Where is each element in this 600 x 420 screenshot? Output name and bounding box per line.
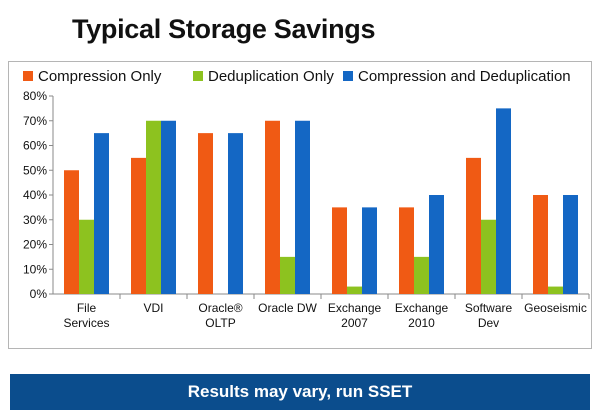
legend-swatch xyxy=(23,71,33,81)
y-tick-label: 30% xyxy=(23,213,47,227)
y-tick-label: 50% xyxy=(23,163,47,177)
results-banner: Results may vary, run SSET xyxy=(10,374,590,410)
bar xyxy=(414,256,429,294)
x-tick-label: Oracle DW xyxy=(258,301,317,315)
bar xyxy=(131,157,146,294)
chart-frame: Compression Only Deduplication Only Compre… xyxy=(8,61,592,349)
bar xyxy=(64,170,79,294)
y-tick-label: 60% xyxy=(23,139,47,153)
bar xyxy=(332,207,347,294)
bar xyxy=(265,120,280,294)
bar xyxy=(94,133,109,294)
y-tick-label: 0% xyxy=(30,287,48,301)
y-tick-label: 20% xyxy=(23,238,47,252)
bar xyxy=(481,219,496,294)
x-tick-label: File xyxy=(77,301,97,315)
bar xyxy=(280,256,295,294)
banner-text: Results may vary, run SSET xyxy=(187,382,413,401)
bar xyxy=(198,133,213,294)
x-tick-label: Software xyxy=(465,301,513,315)
bar xyxy=(79,219,94,294)
x-tick-label: 2010 xyxy=(408,316,435,330)
legend-label: Deduplication Only xyxy=(208,68,334,85)
bar xyxy=(146,120,161,294)
legend-swatch xyxy=(193,71,203,81)
legend-label: Compression and Deduplication xyxy=(358,68,571,85)
bar xyxy=(533,195,548,294)
legend-label: Compression Only xyxy=(38,68,162,85)
y-tick-label: 80% xyxy=(23,89,47,103)
y-tick-label: 10% xyxy=(23,262,47,276)
x-tick-label: VDI xyxy=(143,301,163,315)
bar xyxy=(563,195,578,294)
bar xyxy=(466,157,481,294)
y-tick-label: 70% xyxy=(23,114,47,128)
bar xyxy=(295,120,310,294)
bar xyxy=(347,286,362,294)
bar xyxy=(161,120,176,294)
x-tick-label: 2007 xyxy=(341,316,368,330)
bar xyxy=(429,195,444,294)
x-tick-label: Services xyxy=(63,316,109,330)
x-tick-label: OLTP xyxy=(205,316,235,330)
legend-swatch xyxy=(343,71,353,81)
slide-title: Typical Storage Savings xyxy=(72,14,376,44)
x-tick-label: Exchange xyxy=(395,301,449,315)
bar xyxy=(228,133,243,294)
x-tick-label: Exchange xyxy=(328,301,382,315)
bar-chart: Compression Only Deduplication Only Compre… xyxy=(23,68,590,330)
x-tick-label: Dev xyxy=(478,316,499,330)
bar xyxy=(362,207,377,294)
bar xyxy=(496,108,511,294)
y-tick-label: 40% xyxy=(23,188,47,202)
x-tick-label: Oracle® xyxy=(198,301,242,315)
bar xyxy=(548,286,563,294)
x-tick-label: Geoseismic xyxy=(524,301,587,315)
bar xyxy=(399,207,414,294)
